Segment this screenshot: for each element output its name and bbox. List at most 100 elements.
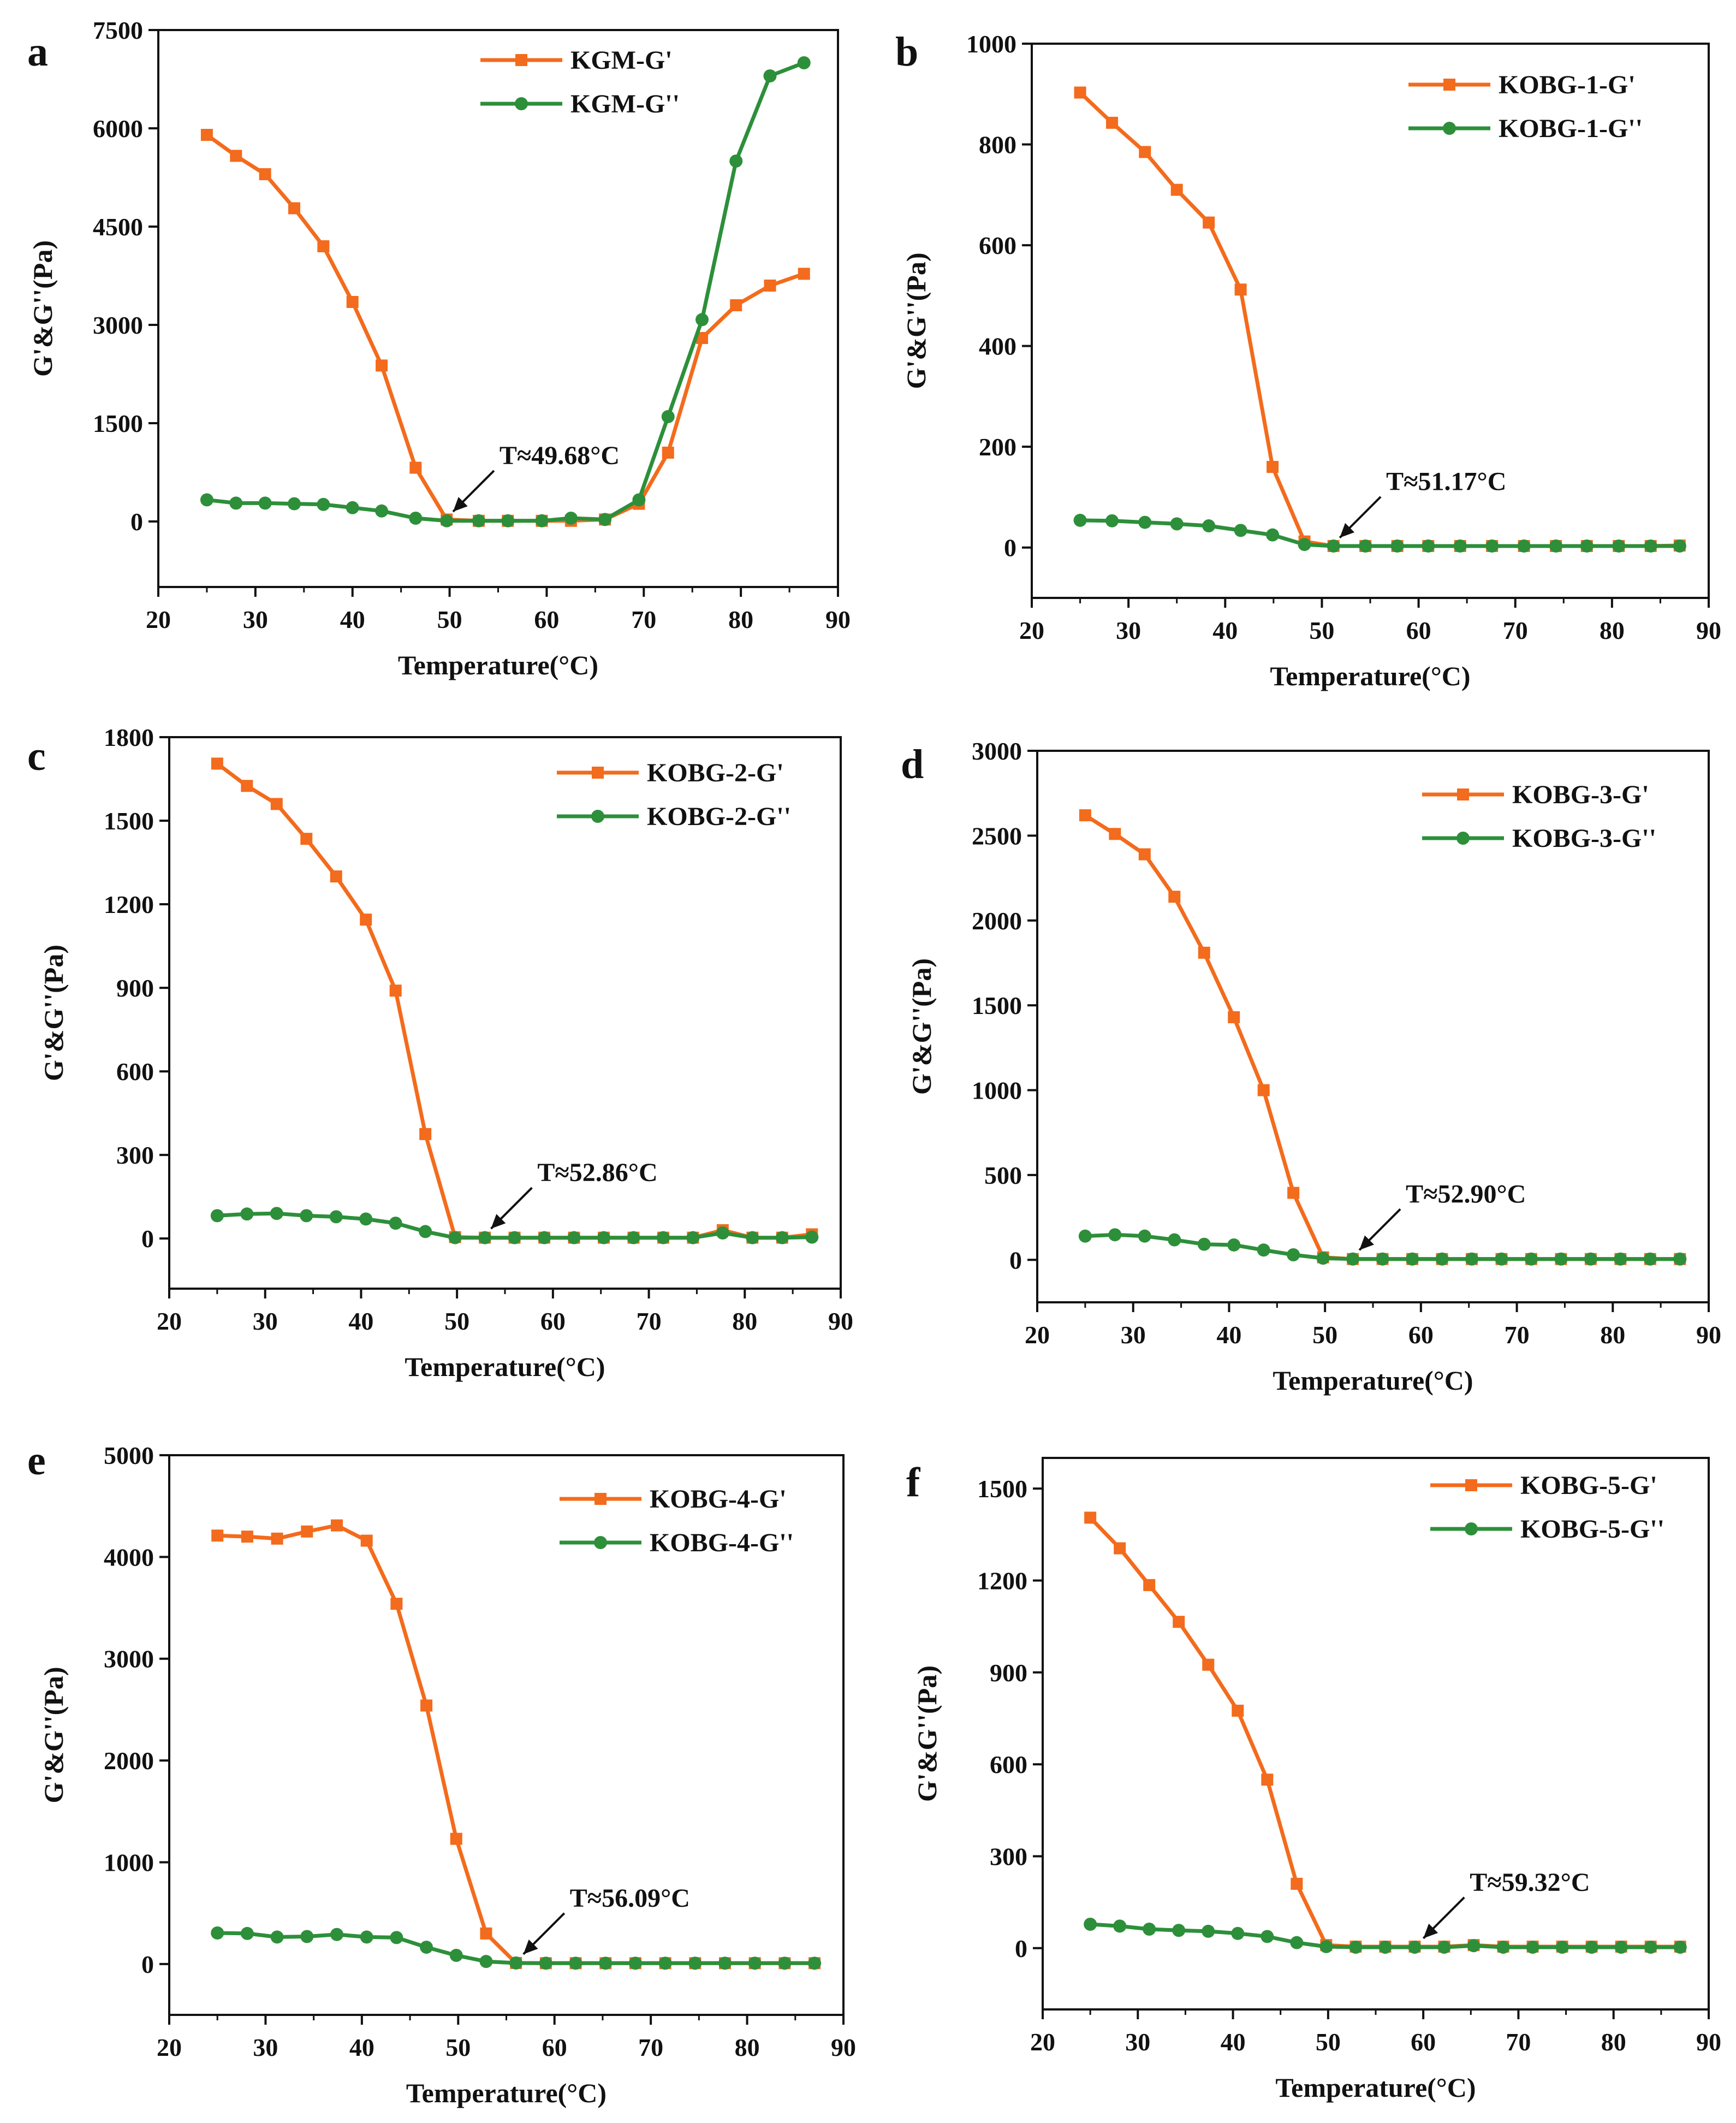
panel-b-g-double-prime-point [1298,538,1311,551]
panel-f-g-prime-point [1202,1658,1215,1671]
panel-a-ytick-label: 3000 [93,311,143,339]
panel-f-g-double-prime-point [1202,1924,1215,1938]
panel-a-g-double-prime-point [729,155,743,168]
panel-c-ytick-label: 300 [116,1141,154,1169]
panel-e-ytick-label: 2000 [104,1747,154,1775]
panel-d-g-double-prime-point [1287,1248,1300,1261]
panel-e: e 20 30 40 50 60 70 80 90 0 1000 2000 3000 4000 5000 Te… [27,1438,856,2108]
panel-e-ytick-label: 4000 [104,1543,154,1571]
panel-a-g-prime-point [346,296,359,308]
panel-b-g-double-prime-point [1202,519,1216,533]
panel-f-g-double-prime-point [1526,1941,1539,1954]
panel-e-g-prime-point [271,1532,283,1545]
panel-a-annotation-text: T≈49.68°C [500,441,620,470]
panel-b-g-double-prime-point [1266,528,1280,542]
panel-a-g-double-prime-point [440,514,454,527]
panel-e-g-double-prime-point [688,1956,702,1970]
panel-a-xtick-label: 30 [243,606,268,633]
panel-c-annotation-text: T≈52.86°C [537,1158,657,1187]
panel-b-xtick-label: 40 [1212,616,1238,644]
panel-b-xtick-label: 20 [1019,616,1044,644]
panel-d-legend-swatch-marker [1456,832,1470,845]
panel-f-legend-label: KOBG-5-G'' [1520,1515,1664,1544]
panel-a-g-double-prime-point [409,512,423,525]
panel-f-g-double-prime-point [1496,1941,1510,1954]
panel-b-ytick-label: 200 [979,433,1016,461]
panel-a-g-prime-point [230,150,242,162]
panel-f-ytick-label: 0 [1015,1935,1027,1962]
panel-b-g-double-prime-point [1073,513,1087,527]
panel-a-g-prime-point [200,129,213,141]
panel-c-g-prime-point [389,985,402,997]
panel-d-g-double-prime-point [1108,1228,1122,1242]
panel-f-g-double-prime-point [1143,1922,1156,1936]
panel-c-letter: c [27,733,46,779]
panel-a-g-prime-point [409,461,422,474]
panel-c-legend-label: KOBG-2-G' [647,758,784,787]
panel-e-annotation-text: T≈56.09°C [570,1884,690,1913]
panel-d-xtick-label: 70 [1505,1321,1530,1349]
panel-c-g-double-prime-point [775,1231,789,1244]
panel-a-g-double-prime-point [695,313,709,327]
panel-d-g-double-prime-point [1257,1243,1270,1257]
panel-f-xtick-label: 30 [1125,2028,1150,2056]
panel-f-g-double-prime-point [1614,1941,1628,1954]
panel-e-letter: e [27,1438,46,1484]
panel-a-legend-swatch-marker [515,54,527,66]
panel-f-ytick-label: 1500 [977,1475,1027,1503]
panel-d-g-double-prime-point [1168,1233,1181,1247]
panel-e-xtick-label: 80 [735,2033,760,2061]
panel-a-annotation-arrowhead [453,497,468,512]
panel-d-g-double-prime-point [1376,1252,1389,1266]
panel-a-g-double-prime-point [229,496,243,510]
panel-a-g-double-prime-point [632,493,646,507]
panel-b-ytick-label: 400 [979,333,1016,360]
panel-e-g-double-prime-point [599,1956,613,1970]
panel-f-g-double-prime-point [1673,1941,1687,1954]
panel-c-g-prime-point [360,914,372,926]
panel-e-g-double-prime-point [449,1948,463,1962]
panel-d-g-double-prime-point [1584,1252,1597,1266]
panel-f-xlabel: Temperature(°C) [1275,2072,1476,2103]
panel-e-ytick-label: 0 [141,1950,154,1978]
panel-f-xtick-label: 80 [1601,2028,1626,2056]
panel-e-g-double-prime-point [420,1941,433,1954]
panel-c-g-double-prime-point [419,1225,432,1238]
panel-a-g-double-prime-point [375,504,389,518]
panel-e-g-prime-point [450,1833,462,1845]
panel-a-g-double-prime-point [501,514,515,527]
panel-e-g-double-prime-point [748,1956,762,1970]
panel-b-g-double-prime-point [1138,515,1152,529]
panel-a-g-double-prime-point [763,69,777,82]
panel-b-g-double-prime-point [1673,539,1686,553]
panel-d-xlabel: Temperature(°C) [1273,1365,1473,1396]
panel-a-g-prime-point [730,299,742,311]
panel-c-xtick-label: 70 [637,1307,662,1335]
panel-d-letter: d [901,742,924,787]
panel-a-xtick-label: 80 [728,606,753,633]
panel-b-g-double-prime-point [1485,539,1499,553]
panel-d-ylabel: G'&G''(Pa) [906,958,937,1095]
panel-d-g-double-prime-point [1197,1237,1211,1251]
panel-a: a 20 30 40 50 60 70 80 90 0 1500 3000 4500 6000 7500 Te… [27,16,851,680]
panel-d-xtick-label: 60 [1408,1321,1434,1349]
panel-e-xtick-label: 60 [542,2033,567,2061]
panel-c-ytick-label: 1500 [104,807,154,835]
panel-d-ytick-label: 1500 [972,992,1022,1019]
panel-c-xlabel: Temperature(°C) [405,1351,605,1382]
panel-a-legend-label: KGM-G' [570,46,673,75]
panel-c-g-prime-point [419,1128,432,1140]
panel-e-xlabel: Temperature(°C) [406,2078,607,2108]
panel-d-g-prime-point [1109,828,1121,840]
panel-d-g-prime-point [1198,946,1210,959]
panel-d-ytick-label: 2500 [972,822,1022,850]
panel-e-legend-swatch-marker [594,1536,607,1549]
panel-a-xtick-label: 70 [631,606,656,633]
panel-c-ytick-label: 1800 [104,724,154,751]
panel-b-legend-label: KOBG-1-G' [1499,70,1636,99]
panel-c-g-double-prime-point [716,1226,729,1240]
panel-b-xtick-label: 30 [1116,616,1141,644]
panel-b-g-double-prime-point [1234,524,1247,537]
panel-f-g-prime-point [1291,1877,1303,1890]
